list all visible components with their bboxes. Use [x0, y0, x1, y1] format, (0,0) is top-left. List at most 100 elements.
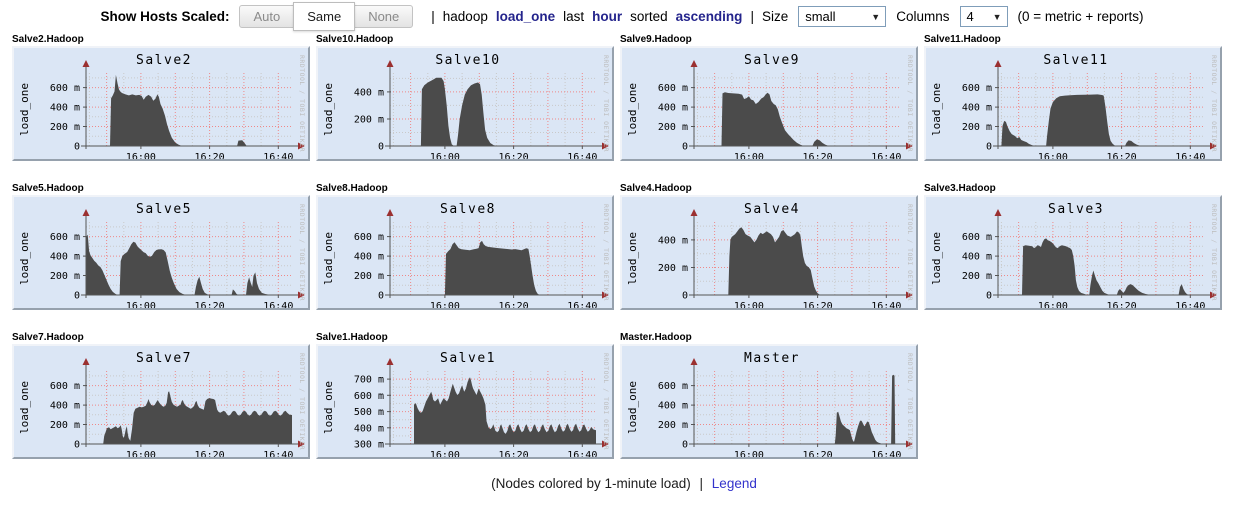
host-graph[interactable]: 0 200 m 400 m 600 m 16:00 16:20 16:40 Master loa… [620, 344, 918, 459]
svg-text:16:20: 16:20 [803, 301, 833, 308]
svg-text:200 m: 200 m [50, 271, 80, 282]
x-axis-arrow-icon [906, 440, 913, 448]
svg-text:16:00: 16:00 [126, 152, 156, 159]
y-axis-arrow-icon [994, 209, 1002, 216]
host-cell: Salve4.Hadoop 0 200 m 400 m 16:00 16:20 16:40… [620, 182, 918, 310]
legend-link[interactable]: Legend [711, 476, 757, 491]
load-area [1001, 94, 1204, 146]
svg-text:400 m: 400 m [658, 401, 688, 412]
load-area [721, 92, 900, 146]
host-graph[interactable]: 0 200 m 400 m 600 m 16:00 16:20 16:40 Salve3 loa… [924, 195, 1222, 310]
svg-text:200 m: 200 m [354, 115, 384, 126]
separator: | [699, 476, 704, 491]
host-link[interactable]: Salve9.Hadoop [620, 34, 692, 45]
sorted-word: sorted [630, 9, 668, 24]
rrdtool-watermark: RRDTOOL / TOBI OETIKER [298, 353, 306, 450]
svg-text:16:00: 16:00 [430, 152, 460, 159]
host-link[interactable]: Master.Hadoop [620, 332, 692, 343]
y-axis-label: load_one [626, 232, 639, 285]
last-word: last [563, 9, 585, 24]
svg-text:600 m: 600 m [50, 381, 80, 392]
y-axis-label: load_one [930, 83, 943, 136]
x-axis-arrow-icon [298, 142, 305, 150]
size-select-value: small [805, 9, 836, 24]
host-graph[interactable]: 0 200 m 400 m 16:00 16:20 16:40 Salve10 load_on… [316, 46, 614, 161]
scale-none-button[interactable]: None [354, 5, 414, 28]
svg-text:200 m: 200 m [50, 122, 80, 133]
y-axis-label: load_one [18, 83, 31, 136]
range-link[interactable]: hour [592, 9, 623, 24]
host-graph[interactable]: 0 200 m 400 m 600 m 16:00 16:20 16:40 Salve9 loa… [620, 46, 918, 161]
svg-text:600 m: 600 m [658, 381, 688, 392]
svg-text:16:20: 16:20 [499, 152, 529, 159]
svg-text:300 m: 300 m [354, 440, 384, 451]
scale-same-button[interactable]: Same [293, 2, 356, 31]
host-link[interactable]: Salve10.Hadoop [316, 34, 394, 45]
svg-text:16:00: 16:00 [1038, 301, 1068, 308]
svg-text:700 m: 700 m [354, 375, 384, 386]
svg-text:400 m: 400 m [658, 103, 688, 114]
host-link[interactable]: Salve5.Hadoop [12, 183, 84, 194]
svg-text:0: 0 [378, 291, 384, 302]
host-link[interactable]: Salve11.Hadoop [924, 34, 1001, 45]
host-graph[interactable]: 0 200 m 400 m 600 m 16:00 16:20 16:40 Salve11 lo… [924, 46, 1222, 161]
svg-text:400 m: 400 m [962, 103, 992, 114]
svg-text:16:00: 16:00 [430, 450, 460, 457]
svg-text:16:40: 16:40 [263, 301, 293, 308]
rrdtool-watermark: RRDTOOL / TOBI OETIKER [602, 55, 610, 152]
host-cell: Salve10.Hadoop 0 200 m 400 m 16:00 16:20 16:4… [316, 33, 614, 161]
nodes-colored-note: (Nodes colored by 1-minute load) [491, 476, 691, 491]
columns-select[interactable]: 4 ▼ [959, 6, 1008, 27]
svg-text:16:20: 16:20 [499, 301, 529, 308]
dropdown-arrow-icon: ▼ [992, 11, 1002, 22]
metric-link[interactable]: load_one [495, 9, 556, 24]
rrdtool-watermark: RRDTOOL / TOBI OETIKER [298, 55, 306, 152]
svg-text:200 m: 200 m [962, 271, 992, 282]
columns-note: (0 = metric + reports) [1017, 9, 1144, 24]
host-cell: Salve2.Hadoop 0 200 m 400 m 600 m 16:00 16:20… [12, 33, 310, 161]
y-axis-label: load_one [930, 232, 943, 285]
rrdtool-watermark: RRDTOOL / TOBI OETIKER [906, 204, 914, 301]
host-graph[interactable]: 0 200 m 400 m 600 m 16:00 16:20 16:40 Salve7 loa… [12, 344, 310, 459]
show-hosts-scaled-label: Show Hosts Scaled: [100, 9, 230, 24]
host-link[interactable]: Salve8.Hadoop [316, 183, 388, 194]
sort-order-link[interactable]: ascending [675, 9, 743, 24]
svg-text:600 m: 600 m [658, 83, 688, 94]
host-graph[interactable]: 0 200 m 400 m 600 m 16:00 16:20 16:40 Salve8 loa… [316, 195, 614, 310]
load-area [420, 77, 596, 146]
x-axis-arrow-icon [602, 291, 609, 299]
svg-text:16:00: 16:00 [126, 301, 156, 308]
host-link[interactable]: Salve2.Hadoop [12, 34, 84, 45]
y-axis-arrow-icon [690, 60, 698, 67]
y-axis-label: load_one [322, 232, 335, 285]
host-link[interactable]: Salve7.Hadoop [12, 332, 84, 343]
host-graph[interactable]: 300 m 400 m 500 m 600 m 700 m 16:00 16:20 16:40… [316, 344, 614, 459]
host-link[interactable]: Salve1.Hadoop [316, 332, 388, 343]
host-cell: Salve5.Hadoop 0 200 m 400 m 600 m 16:00 16:20… [12, 182, 310, 310]
separator: | [431, 9, 435, 24]
host-graph[interactable]: 0 200 m 400 m 600 m 16:00 16:20 16:40 Salve2 loa… [12, 46, 310, 161]
host-cell: Salve7.Hadoop 0 200 m 400 m 600 m 16:00 16:20… [12, 331, 310, 459]
host-link[interactable]: Salve4.Hadoop [620, 183, 692, 194]
rrdtool-watermark: RRDTOOL / TOBI OETIKER [906, 55, 914, 152]
graph-title: Salve8 [440, 202, 496, 217]
svg-text:200 m: 200 m [658, 263, 688, 274]
host-graph[interactable]: 0 200 m 400 m 16:00 16:20 16:40 Salve4 load_one… [620, 195, 918, 310]
load-area [86, 234, 292, 295]
host-graph[interactable]: 0 200 m 400 m 600 m 16:00 16:20 16:40 Salve5 loa… [12, 195, 310, 310]
footer: (Nodes colored by 1-minute load) | Legen… [0, 476, 1248, 491]
svg-text:400 m: 400 m [50, 252, 80, 263]
x-axis-arrow-icon [1210, 291, 1217, 299]
svg-text:0: 0 [74, 142, 80, 153]
svg-text:16:40: 16:40 [871, 152, 901, 159]
scale-auto-button[interactable]: Auto [239, 5, 295, 28]
host-cell: Salve3.Hadoop 0 200 m 400 m 600 m 16:00 16:20… [924, 182, 1222, 310]
host-link[interactable]: Salve3.Hadoop [924, 183, 996, 194]
svg-text:600 m: 600 m [962, 232, 992, 243]
y-axis-label: load_one [322, 83, 335, 136]
svg-text:16:20: 16:20 [803, 450, 833, 457]
dropdown-arrow-icon: ▼ [871, 11, 881, 22]
y-axis-arrow-icon [690, 209, 698, 216]
graph-title: Salve1 [440, 351, 496, 366]
size-select[interactable]: small ▼ [798, 6, 887, 27]
